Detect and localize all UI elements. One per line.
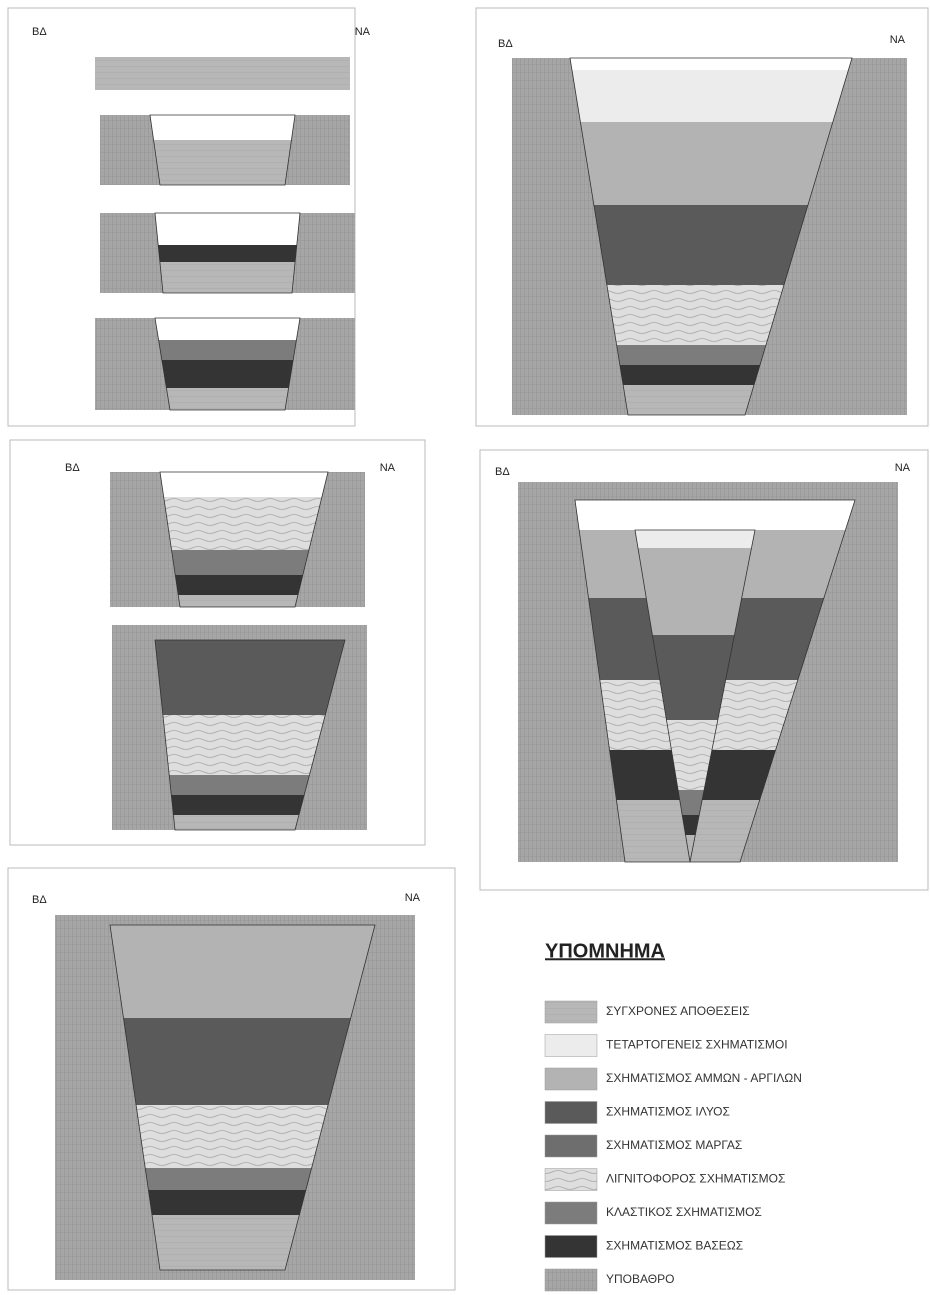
legend-item: ΛΙΓΝΙΤΟΦΟΡΟΣ ΣΧΗΜΑΤΙΣΜΟΣ	[606, 1172, 785, 1186]
layer	[160, 550, 328, 575]
legend-item: ΤΕΤΑΡΤΟΓΕΝΕΙΣ ΣΧΗΜΑΤΙΣΜΟΙ	[606, 1038, 788, 1052]
basement	[95, 57, 350, 90]
legend-swatch	[545, 1236, 597, 1258]
layer	[155, 388, 300, 410]
layer	[155, 245, 300, 262]
side-label: ΝΑ	[890, 34, 906, 46]
layer	[160, 472, 328, 497]
layer	[635, 530, 755, 548]
legend-title: ΥΠΟΜΝΗΜΑ	[545, 940, 665, 962]
side-label: ΝΑ	[355, 26, 371, 38]
legend-item: ΚΛΑΣΤΙΚΟΣ ΣΧΗΜΑΤΙΣΜΟΣ	[606, 1205, 762, 1219]
trough	[155, 318, 300, 410]
layer	[155, 318, 300, 340]
trough	[150, 115, 295, 185]
side-label: ΝΑ	[895, 462, 911, 474]
diagram: ΒΔ ΝΑ ΒΔ ΝΑ ΒΔ ΝΑ ΒΔ ΝΑ ΒΔ ΝΑ ΥΠΟΜΝΗΜΑ ΣΥΓΧΡΟΝΕΣ …	[0, 0, 930, 1295]
side-label: ΒΔ	[32, 894, 47, 906]
legend-item: ΣΧΗΜΑΤΙΣΜΟΣ ΜΑΡΓΑΣ	[606, 1138, 742, 1152]
layer	[575, 500, 855, 530]
legend-item: ΥΠΟΒΑΘΡΟ	[606, 1272, 674, 1286]
side-label: ΝΑ	[405, 892, 421, 904]
side-label: ΒΔ	[32, 26, 47, 38]
layer	[570, 58, 852, 70]
legend-swatch	[545, 1269, 597, 1291]
layer	[155, 340, 300, 360]
layer	[155, 262, 300, 293]
layer	[570, 70, 852, 122]
layer	[150, 115, 295, 140]
side-label: ΒΔ	[498, 38, 513, 50]
layer	[150, 140, 295, 185]
layer	[155, 360, 300, 388]
side-label: ΒΔ	[495, 466, 510, 478]
legend-item: ΣΧΗΜΑΤΙΣΜΟΣ ΑΜΜΩΝ - ΑΡΓΙΛΩΝ	[606, 1071, 802, 1085]
layer	[110, 925, 375, 1018]
legend-swatch	[545, 1102, 597, 1124]
layer	[160, 497, 328, 550]
legend-swatch	[545, 1001, 597, 1023]
layer	[155, 640, 345, 715]
layer	[570, 122, 852, 205]
legend-swatch	[545, 1169, 597, 1191]
sections	[55, 57, 907, 1280]
legend-swatch	[545, 1035, 597, 1057]
legend-item: ΣΧΗΜΑΤΙΣΜΟΣ ΒΑΣΕΩΣ	[606, 1239, 743, 1253]
legend-swatch	[545, 1202, 597, 1224]
trough	[155, 213, 300, 293]
layer	[155, 213, 300, 245]
side-label: ΝΑ	[380, 462, 396, 474]
legend-swatch	[545, 1068, 597, 1090]
legend-item: ΣΧΗΜΑΤΙΣΜΟΣ ΙΛΥΟΣ	[606, 1105, 730, 1119]
legend-item: ΣΥΓΧΡΟΝΕΣ ΑΠΟΘΕΣΕΙΣ	[606, 1004, 750, 1018]
side-label: ΒΔ	[65, 462, 80, 474]
legend-swatch	[545, 1135, 597, 1157]
legend: ΣΥΓΧΡΟΝΕΣ ΑΠΟΘΕΣΕΙΣ ΤΕΤΑΡΤΟΓΕΝΕΙΣ ΣΧΗΜΑΤΙ…	[545, 1001, 802, 1291]
